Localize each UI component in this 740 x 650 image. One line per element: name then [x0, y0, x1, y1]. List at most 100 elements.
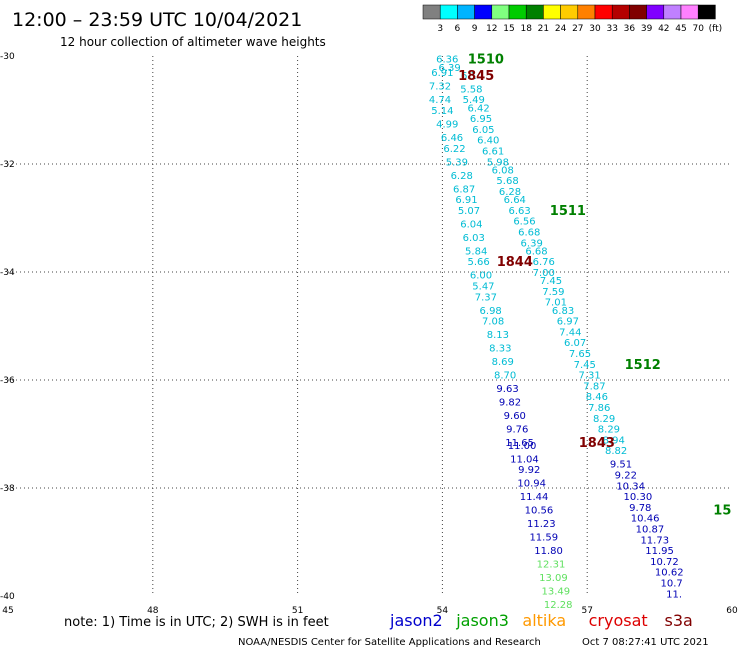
data-point-label: 6.98 — [480, 306, 502, 317]
data-point-label: 5.49 — [463, 95, 485, 106]
pass-annotation: 1844 — [497, 255, 533, 270]
data-point-label: 8.13 — [487, 330, 509, 341]
colorbar-swatch — [663, 4, 682, 20]
x-tick-label: 48 — [147, 606, 159, 616]
data-point-label: 11.59 — [529, 533, 558, 544]
colorbar-swatch — [680, 4, 699, 20]
footer-note: note: 1) Time is in UTC; 2) SWH is in fe… — [64, 615, 329, 630]
data-point-label: 7.44 — [559, 327, 581, 338]
colorbar-swatch — [491, 4, 510, 20]
data-point-label: 6.42 — [467, 103, 489, 114]
data-point-label: 11.65 — [505, 438, 534, 449]
data-point-label: 6.91 — [431, 68, 453, 79]
colorbar-swatch — [474, 4, 493, 20]
data-point-label: 7.45 — [540, 276, 562, 287]
colorbar-label: (ft) — [709, 24, 723, 34]
colorbar-label: 70 — [692, 24, 704, 34]
data-point-label: 6.83 — [552, 306, 574, 317]
data-point-label: 9.63 — [496, 384, 518, 395]
chart-title: 12:00 – 23:59 UTC 10/04/2021 — [12, 9, 302, 31]
data-point-label: 6.1 — [461, 71, 477, 82]
data-point-label: 6.63 — [508, 206, 530, 217]
data-point-label: 6.68 — [518, 228, 540, 239]
data-point-label: 6.28 — [451, 171, 473, 182]
data-point-label: 6.00 — [470, 271, 492, 282]
data-point-label: 5.66 — [467, 257, 489, 268]
colorbar-label: 30 — [589, 24, 601, 34]
data-point-label: 9.76 — [506, 425, 528, 436]
data-point-label: 6.04 — [460, 219, 482, 230]
colorbar-label: 9 — [472, 24, 478, 34]
data-point-label: 5.98 — [487, 157, 509, 168]
data-point-label: 5.68 — [496, 176, 518, 187]
data-point-label: 5.14 — [431, 106, 453, 117]
colorbar-label: 42 — [658, 24, 669, 34]
data-point-label: 8.33 — [489, 344, 511, 355]
y-tick-label: -36 — [0, 376, 15, 386]
colorbar-label: 36 — [624, 24, 636, 34]
data-point-label: 6.08 — [492, 165, 514, 176]
legend-item: jason2 — [389, 611, 443, 630]
data-point-label: 10.56 — [525, 506, 554, 517]
pass-annotation: 1845 — [458, 69, 494, 84]
data-point-label: 11.95 — [645, 546, 674, 557]
data-point-label: 9.51 — [610, 460, 632, 471]
colorbar-swatch — [543, 4, 561, 20]
data-point-label: 8.29 — [593, 414, 615, 425]
chart-subtitle: 12 hour collection of altimeter wave hei… — [60, 35, 326, 49]
x-tick-label: 54 — [437, 606, 449, 616]
data-point-label: 7.00 — [533, 268, 555, 279]
pass-annotation: 1511 — [550, 204, 586, 219]
data-point-label: 8.82 — [605, 446, 627, 457]
data-point-label: 9.60 — [504, 411, 526, 422]
colorbar-label: 15 — [503, 24, 514, 34]
colorbar-label: 18 — [520, 24, 532, 34]
axis-ticks: 45 48 51 54 57 60 -30 -32 -34 -36 -38 -40 — [0, 52, 738, 616]
data-point-label: 7.32 — [429, 82, 451, 93]
data-point-label: 5.84 — [465, 246, 487, 257]
data-point-label: 6.39 — [439, 63, 461, 74]
data-point-label: 12.28 — [544, 600, 573, 611]
data-point-label: 10.30 — [624, 492, 653, 503]
colorbar-label: 3 — [437, 24, 443, 34]
data-point-label: 9.78 — [629, 503, 651, 514]
colorbar-swatch — [439, 4, 458, 20]
data-point-label: 8.69 — [492, 357, 514, 368]
grid — [8, 56, 732, 596]
data-point-label: 6.64 — [504, 195, 526, 206]
data-point-label: 7.65 — [569, 349, 591, 360]
data-point-label: 10.72 — [650, 557, 679, 568]
data-point-label: 6.39 — [521, 238, 543, 249]
data-point-label: 6.76 — [533, 257, 555, 268]
y-tick-label: -34 — [0, 268, 15, 278]
data-point-label: 11.04 — [510, 454, 539, 465]
data-point-label: 6.28 — [499, 187, 521, 198]
wave-height-points: 6.366.396.91 6.17.32 5.584.74 5.495.14 6.424… — [429, 55, 684, 611]
x-tick-label: 57 — [581, 606, 592, 616]
data-point-label: 8.94 — [603, 435, 625, 446]
colorbar-swatch — [508, 4, 527, 20]
legend-item: s3a — [665, 611, 693, 630]
data-point-label: 6.87 — [453, 184, 475, 195]
data-point-label: 8.70 — [494, 371, 516, 382]
data-point-label: 6.95 — [470, 114, 492, 125]
data-point-label: 13.49 — [542, 587, 571, 598]
data-point-label: 6.68 — [525, 246, 547, 257]
colorbar-label: 33 — [606, 24, 617, 34]
colorbar: 3 6 9 12 15 18 21 24 27 30 33 36 39 42 45 70 (ft) — [422, 4, 723, 34]
colorbar-label: 45 — [675, 24, 686, 34]
colorbar-swatch — [697, 4, 716, 20]
data-point-label: 5.47 — [472, 282, 494, 293]
data-point-label: 6.07 — [564, 338, 586, 349]
x-tick-label: 45 — [2, 606, 13, 616]
data-point-label: 7.08 — [482, 317, 504, 328]
colorbar-swatch — [457, 4, 475, 20]
data-point-label: 10.87 — [636, 525, 665, 536]
legend-item: altika — [522, 611, 566, 630]
pass-annotation: 15 — [713, 504, 731, 519]
data-point-label: 9.82 — [499, 398, 521, 409]
colorbar-swatch — [577, 4, 596, 20]
data-point-label: 6.61 — [482, 147, 504, 158]
pass-annotation: 1512 — [625, 358, 661, 373]
